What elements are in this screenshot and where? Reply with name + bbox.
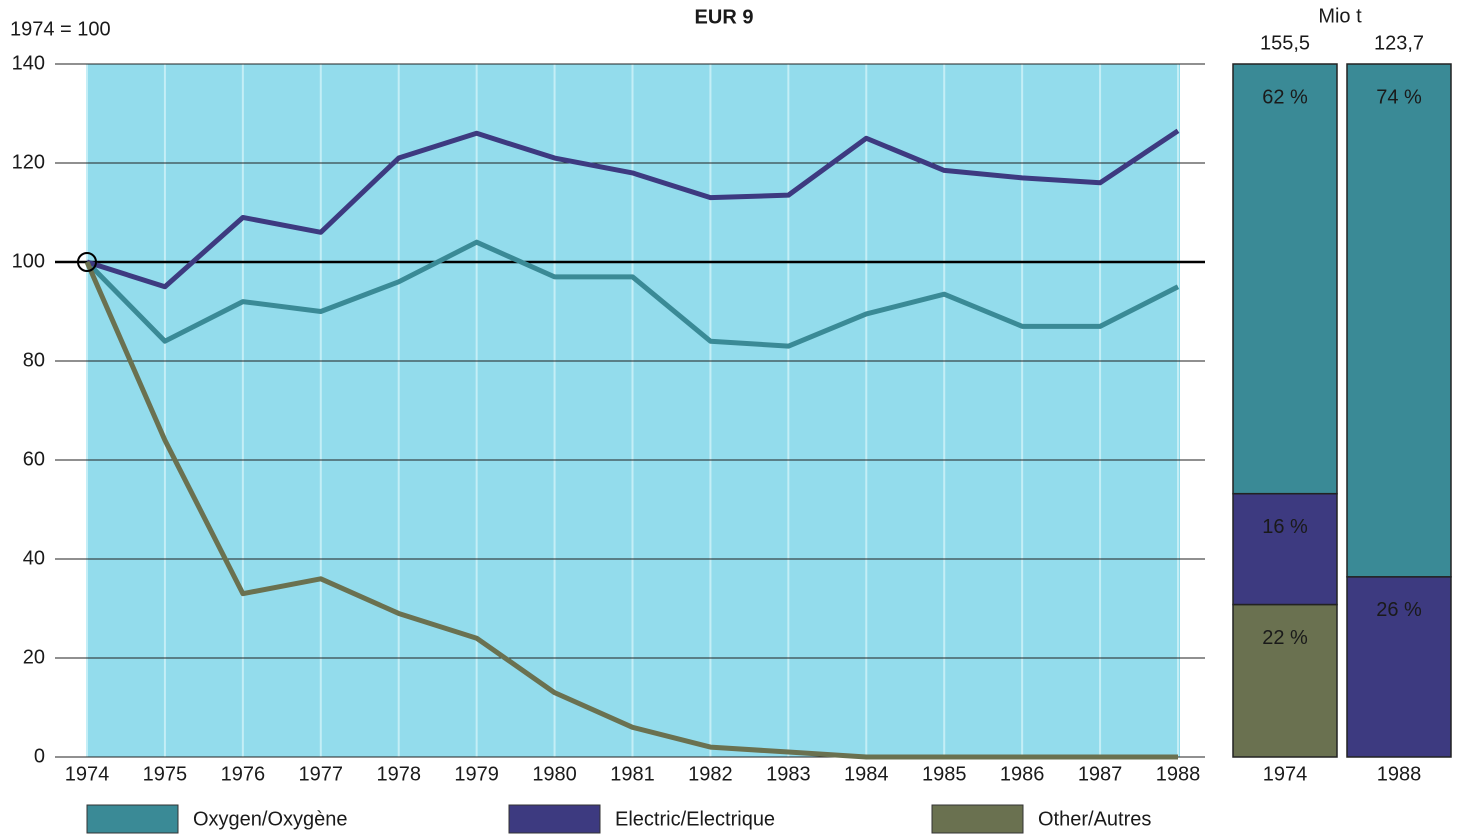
bar-segment	[1346, 576, 1452, 758]
x-tick-label: 1974	[1263, 763, 1308, 785]
bar-segment	[1232, 603, 1338, 758]
x-tick-label: 1986	[1000, 763, 1045, 785]
x-tick-label: 1980	[532, 763, 577, 785]
x-tick-label: 1977	[299, 763, 344, 785]
y-tick-label: 80	[23, 349, 45, 371]
y-tick-label: 140	[12, 52, 45, 74]
y-tick-label: 20	[23, 646, 45, 668]
x-tick-label: 1982	[688, 763, 733, 785]
value-label: 16 %	[1262, 516, 1308, 538]
value-label: 22 %	[1262, 627, 1308, 649]
chart-title: EUR 9	[695, 6, 754, 28]
value-label: 74 %	[1376, 86, 1422, 108]
line-series	[86, 128, 1180, 290]
y-tick-label: 0	[34, 745, 45, 767]
x-tick-label: 1975	[143, 763, 188, 785]
x-tick-label: 1978	[376, 763, 421, 785]
legend-label: Other/Autres	[1038, 808, 1151, 830]
value-label: 26 %	[1376, 599, 1422, 621]
x-tick-label: 1979	[454, 763, 499, 785]
bar-segment	[1346, 63, 1452, 578]
unit-label: Mio t	[1318, 5, 1362, 27]
x-tick-label: 1981	[610, 763, 655, 785]
index-marker	[77, 252, 97, 272]
x-tick-label: 1974	[65, 763, 110, 785]
value-label: 62 %	[1262, 86, 1308, 108]
total-label: 123,7	[1374, 32, 1424, 54]
total-label: 155,5	[1260, 32, 1310, 54]
legend-swatch	[86, 804, 179, 834]
legend-label: Oxygen/Oxygène	[193, 808, 348, 830]
line-series	[85, 239, 1180, 349]
y-tick-label: 100	[12, 250, 45, 272]
x-tick-label: 1987	[1078, 763, 1123, 785]
x-tick-label: 1983	[766, 763, 811, 785]
y-tick-label: 40	[23, 547, 45, 569]
bar-segment	[1232, 63, 1338, 495]
legend-swatch	[508, 804, 601, 834]
bar-segment	[1232, 492, 1338, 606]
legend-swatch	[931, 804, 1024, 834]
x-tick-label: 1976	[221, 763, 266, 785]
x-tick-label: 1988	[1377, 763, 1422, 785]
y-tick-label: 60	[23, 448, 45, 470]
line-series	[84, 260, 1178, 760]
subtitle: 1974 = 100	[10, 18, 111, 40]
x-tick-label: 1988	[1156, 763, 1201, 785]
x-tick-label: 1984	[844, 763, 889, 785]
legend-label: Electric/Electrique	[615, 808, 775, 830]
x-tick-label: 1985	[922, 763, 967, 785]
y-tick-label: 120	[12, 151, 45, 173]
